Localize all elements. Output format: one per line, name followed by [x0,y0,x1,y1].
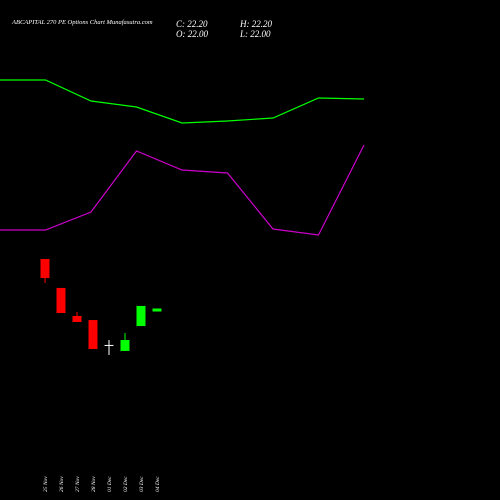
line-series [0,79,365,124]
line-series [0,144,365,236]
low-text: L: 22.00 [239,29,271,39]
x-tick-label: 04 Dec [154,476,161,492]
close-text: C: 22.20 [176,19,208,29]
candle-body [120,340,130,351]
x-tick-label: 25 Nov [43,476,49,492]
x-tick-label: 26 Nov [59,476,65,492]
open-text: O: 22.00 [176,29,208,39]
candle-body [40,259,50,279]
candle-body [104,344,114,346]
x-tick-label: 02 Dec [123,476,129,492]
x-tick-label: 28 Nov [91,476,97,492]
x-tick-label: 01 Dec [107,476,113,492]
candle-body [136,305,146,327]
candle-body [88,320,98,349]
candle-body [72,316,82,322]
candle-body [152,308,162,312]
chart-title: ABCAPITAL 270 PE Options Chart Munafasut… [11,19,153,26]
x-tick-label: 27 Nov [75,476,81,492]
x-tick-label: 03 Dec [139,476,145,492]
high-text: H: 22.20 [239,19,272,29]
candle-body [56,287,66,313]
